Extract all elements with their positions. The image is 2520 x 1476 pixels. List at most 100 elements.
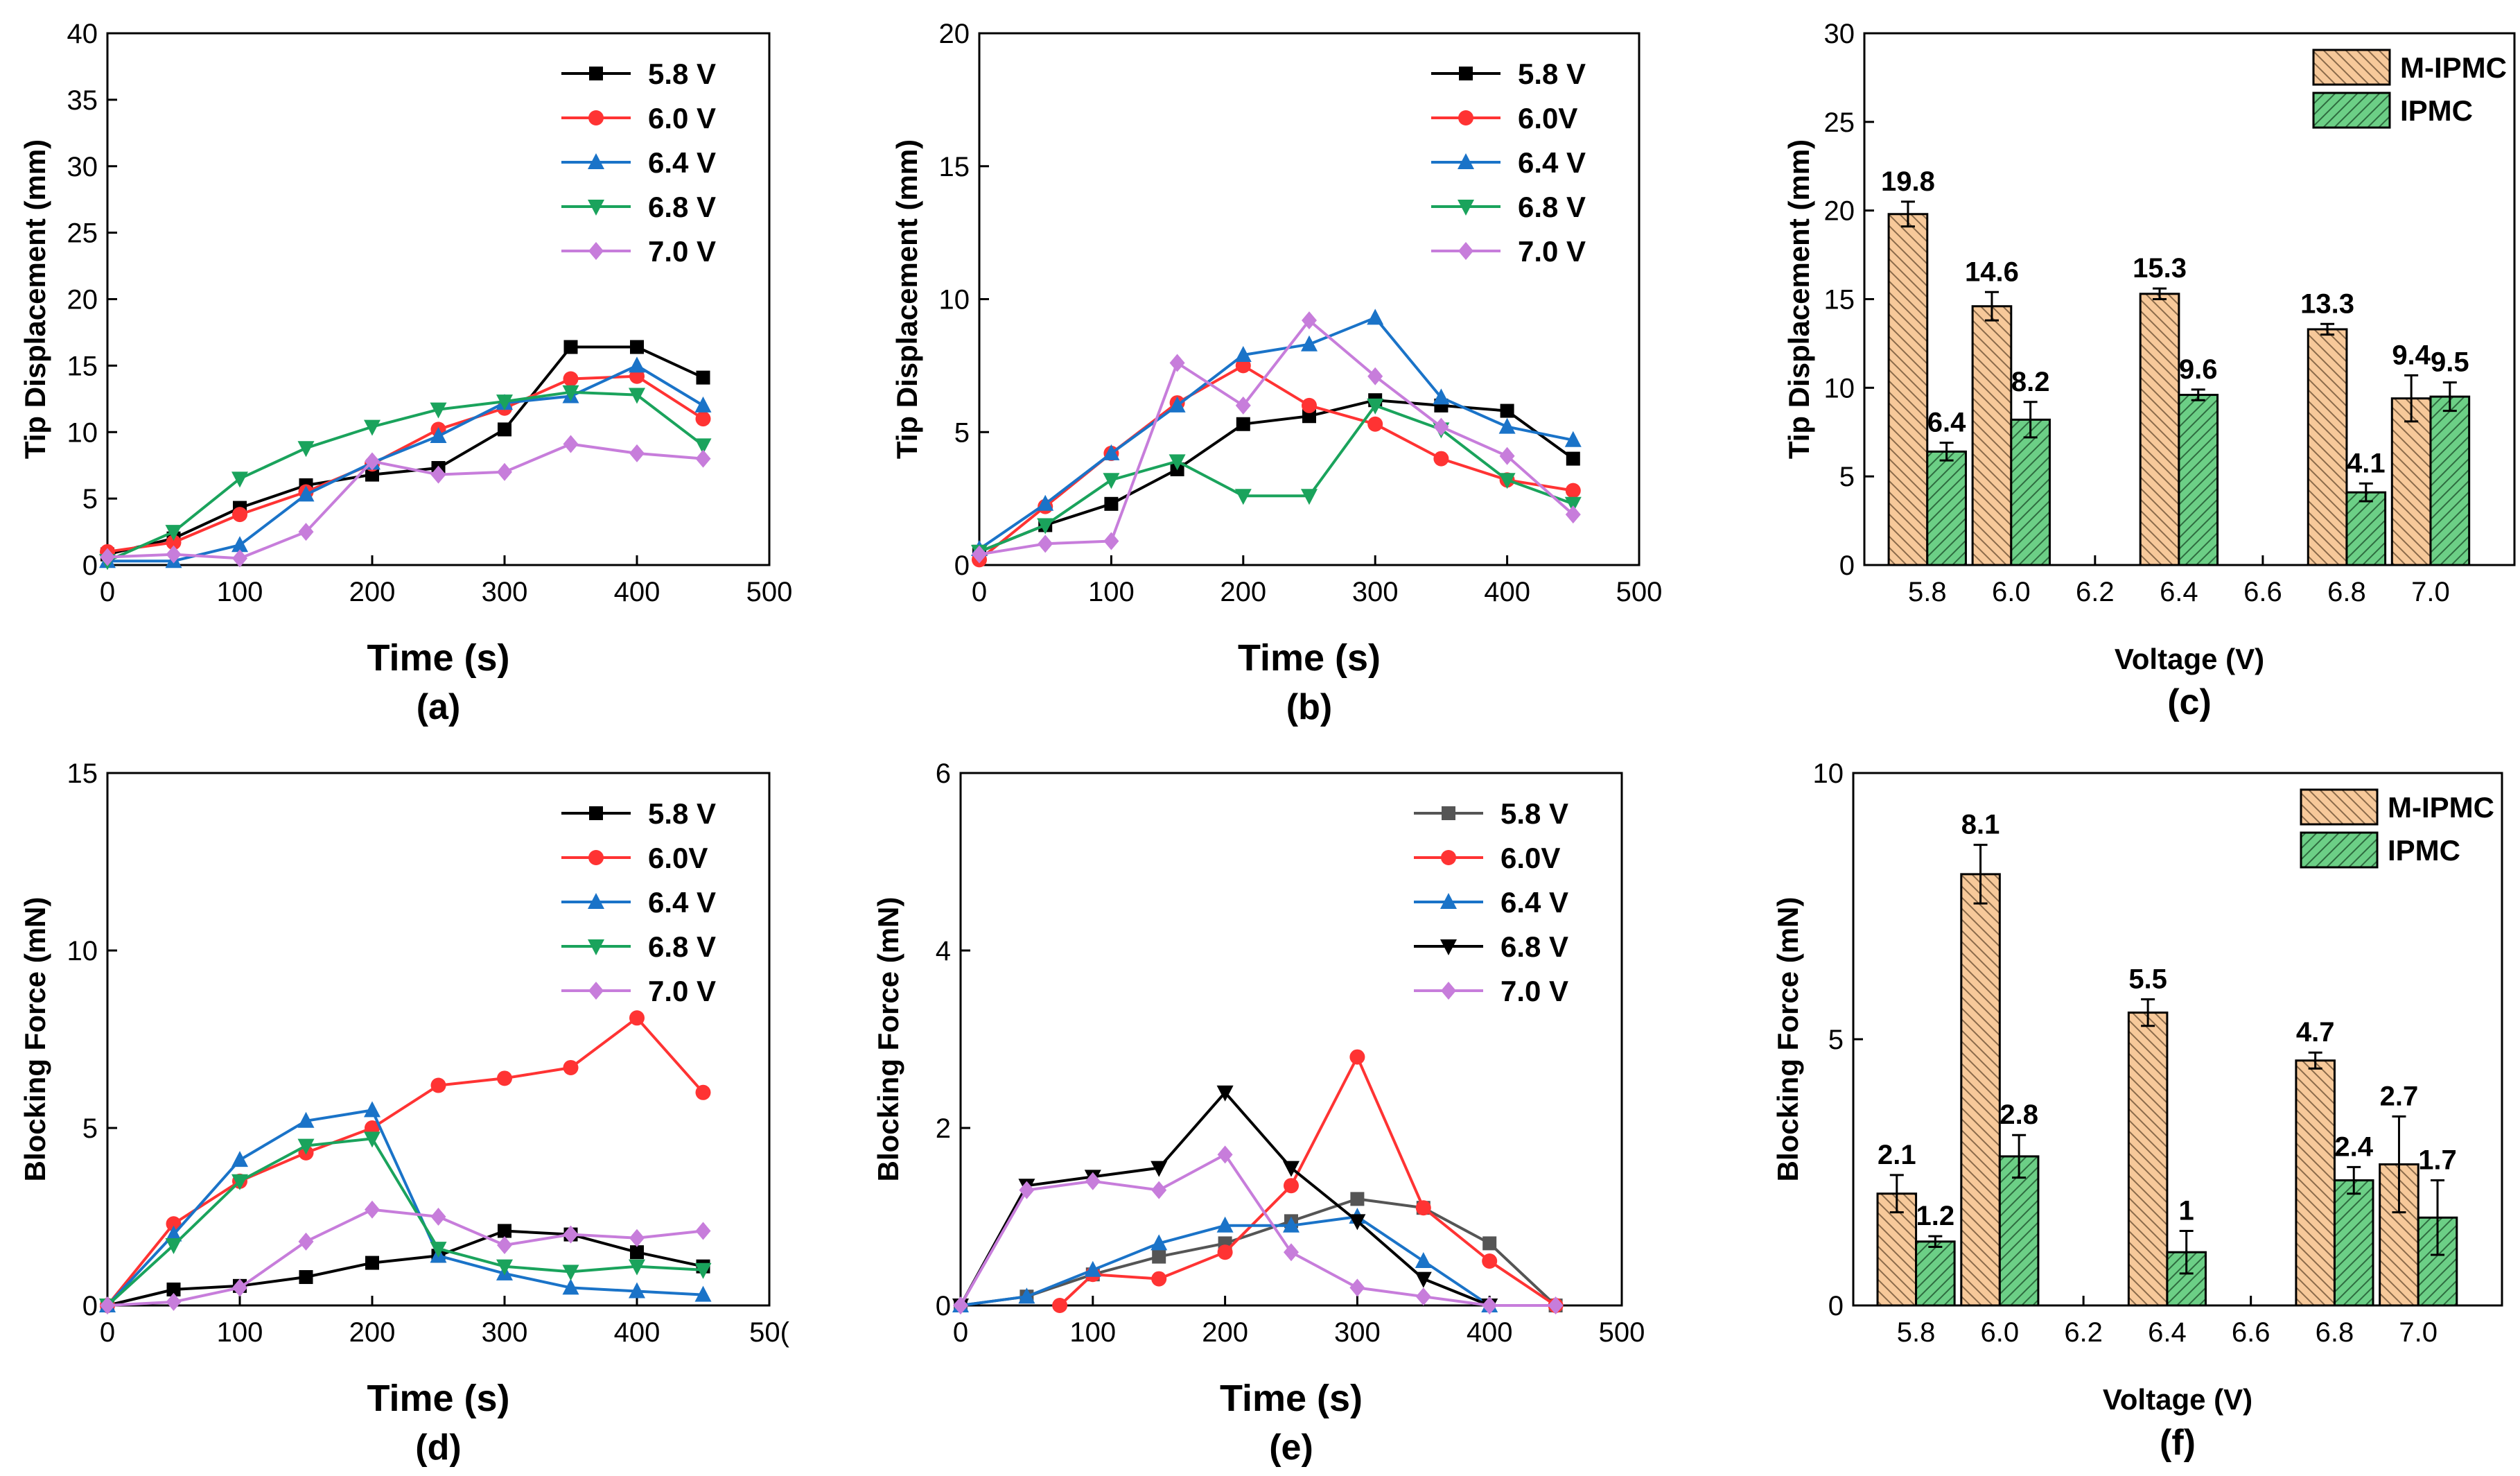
- legend-marker: [1440, 893, 1457, 909]
- data-point: [695, 1222, 711, 1240]
- x-tick-label: 500: [1616, 577, 1663, 607]
- data-point: [364, 419, 380, 436]
- bar-value-label: 2.8: [2000, 1100, 2038, 1130]
- y-tick-label: 15: [1824, 285, 1855, 315]
- bar: [1971, 305, 2013, 566]
- data-point: [496, 1259, 513, 1276]
- data-point: [165, 525, 182, 541]
- legend-label: 7.0 V: [1518, 235, 1586, 268]
- data-point: [1103, 473, 1120, 489]
- series-line: [107, 442, 703, 560]
- series-line: [107, 345, 704, 556]
- data-point: [498, 422, 511, 437]
- series-line: [106, 1137, 703, 1307]
- data-point: [1349, 1049, 1365, 1065]
- plot-frame: [959, 772, 1623, 1307]
- legend-swatch: [2300, 831, 2379, 869]
- data-point: [232, 549, 247, 568]
- series-line: [979, 399, 1574, 553]
- data-series: 6.0 V: [100, 102, 716, 559]
- data-point: [1217, 1145, 1233, 1164]
- data-point: [1367, 367, 1383, 385]
- y-tick-label: 5: [1839, 462, 1855, 492]
- legend-marker: [1458, 242, 1473, 260]
- data-point: [1302, 409, 1316, 424]
- data-series: 5.8 V: [954, 797, 1568, 1312]
- data-point: [166, 1292, 182, 1311]
- data-point: [100, 1296, 115, 1314]
- legend-label: IPMC: [2400, 94, 2473, 127]
- data-point: [231, 1151, 248, 1167]
- legend-marker: [1440, 939, 1457, 955]
- legend-marker: [588, 110, 604, 125]
- panel-label: (c): [2167, 682, 2212, 722]
- series-line: [106, 1016, 704, 1307]
- x-tick-label: 0: [100, 577, 115, 607]
- data-point: [166, 545, 182, 564]
- legend-marker: [588, 242, 604, 260]
- legend-marker: [588, 982, 604, 1000]
- legend-label: 6.4 V: [648, 886, 716, 919]
- data-point: [630, 1245, 644, 1260]
- x-tick-label: 300: [482, 577, 528, 607]
- data-point: [629, 356, 645, 373]
- data-point: [430, 402, 447, 419]
- legend-label: M-IPMC: [2400, 51, 2507, 84]
- data-point: [430, 465, 446, 484]
- y-axis-label: Tip Displacement (mm): [19, 139, 51, 459]
- x-tick-label: 6.4: [2160, 577, 2198, 607]
- bar-value-label: 2.7: [2380, 1081, 2419, 1111]
- data-point: [231, 1174, 248, 1190]
- data-point: [232, 507, 247, 523]
- data-point: [365, 452, 380, 471]
- data-point: [1301, 489, 1318, 505]
- x-axis-label: Time (s): [1238, 637, 1381, 679]
- bar-chart-panel: 5.8 6.0 6.2 6.4 6.6 6.8 7.0 0 5 10 15 20 25 30 Tip Dis…: [1783, 19, 2516, 722]
- bar-value-label: 1: [2179, 1195, 2194, 1226]
- legend-marker: [1458, 200, 1474, 216]
- data-point: [563, 340, 578, 354]
- panel-label: (d): [415, 1427, 461, 1468]
- legend-marker: [1441, 982, 1456, 1000]
- data-point: [1234, 489, 1252, 505]
- data-point: [1283, 1161, 1300, 1177]
- data-point: [1350, 1192, 1365, 1206]
- data-point: [1482, 1253, 1498, 1269]
- legend-marker: [588, 939, 604, 955]
- data-point: [297, 1111, 315, 1128]
- bar-value-label: 14.6: [1965, 257, 2019, 287]
- data-series: 6.8 V: [99, 930, 716, 1314]
- bar: [2010, 418, 2051, 566]
- y-tick-label: 10: [1813, 758, 1844, 789]
- data-point: [1169, 354, 1185, 372]
- data-point: [497, 1070, 512, 1086]
- y-axis-label: Blocking Force (mN): [19, 897, 51, 1182]
- y-tick-label: 5: [82, 484, 98, 514]
- data-series: 6.8 V: [99, 191, 716, 571]
- x-tick-label: 6.8: [2316, 1317, 2354, 1348]
- data-point: [562, 1265, 579, 1281]
- data-point: [563, 1225, 579, 1244]
- data-point: [1216, 1085, 1234, 1102]
- bar: [2333, 1179, 2374, 1307]
- data-point: [1150, 1234, 1168, 1251]
- bar-value-label: 2.4: [2334, 1131, 2373, 1162]
- data-point: [629, 1228, 645, 1247]
- x-tick-label: 400: [1467, 1317, 1513, 1348]
- x-tick-label: 400: [614, 577, 660, 607]
- data-point: [1104, 496, 1119, 511]
- data-point: [972, 545, 987, 564]
- legend-marker: [1458, 110, 1473, 125]
- legend-marker: [588, 850, 604, 865]
- bar: [1926, 450, 1967, 566]
- data-point: [1234, 346, 1252, 363]
- y-tick-label: 20: [1824, 196, 1855, 227]
- x-tick-label: 300: [1352, 577, 1399, 607]
- data-point: [1235, 396, 1251, 415]
- data-point: [430, 1077, 446, 1093]
- data-series: 1.2 2.8 1 2.4 1.7 IPMC: [1915, 831, 2460, 1307]
- x-tick-label: 400: [1484, 577, 1530, 607]
- data-point: [1037, 518, 1054, 535]
- plot-frame: [106, 772, 771, 1307]
